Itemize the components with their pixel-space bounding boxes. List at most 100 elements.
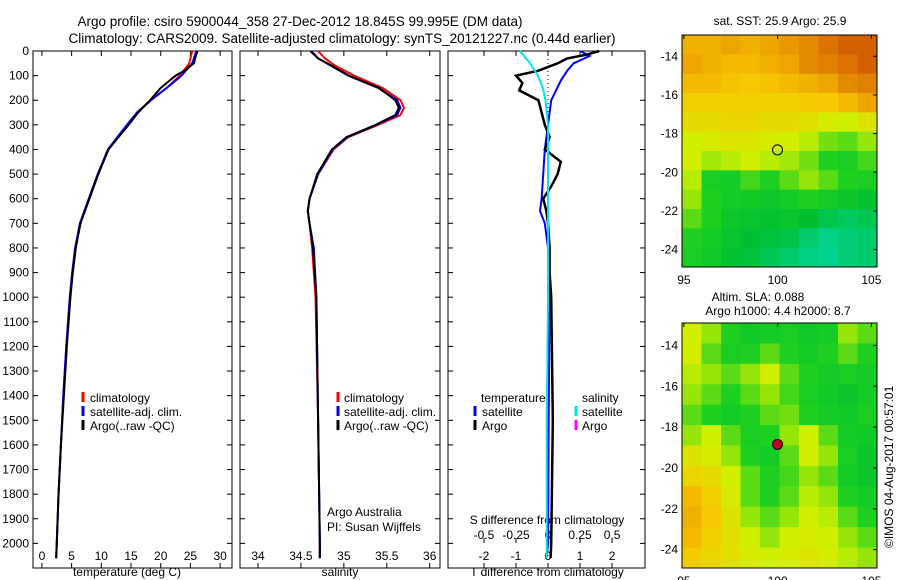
sla-map-title: Altim. SLA: 0.088 bbox=[712, 290, 805, 304]
heatmap-cell bbox=[721, 323, 741, 344]
heatmap-cell bbox=[721, 343, 741, 365]
heatmap-cell bbox=[740, 527, 761, 549]
heatmap-cell bbox=[740, 131, 761, 152]
x-tick-label: 30 bbox=[213, 549, 227, 563]
x-tick-label: -1 bbox=[511, 549, 522, 563]
heatmap-cell bbox=[701, 93, 722, 113]
heatmap-cell bbox=[721, 445, 741, 467]
heatmap-cell bbox=[799, 465, 819, 487]
x-tick-label: 2 bbox=[609, 549, 616, 563]
heatmap-cell bbox=[701, 35, 722, 55]
heatmap-cell bbox=[701, 384, 722, 406]
figure-title-line2: Climatology: CARS2009. Satellite-adjuste… bbox=[68, 31, 615, 46]
legend-satellite: satellite-adj. clim. bbox=[344, 405, 436, 419]
map-frame bbox=[681, 34, 878, 268]
heatmap-cell bbox=[701, 323, 722, 344]
heatmap-cell bbox=[857, 209, 878, 229]
heatmap-cell bbox=[682, 404, 702, 426]
heatmap-cell bbox=[682, 343, 702, 365]
heatmap-cell bbox=[779, 465, 800, 487]
heatmap-cell bbox=[701, 73, 722, 94]
heatmap-cell bbox=[857, 486, 878, 508]
heatmap-cell bbox=[701, 343, 722, 365]
heatmap-cell bbox=[701, 170, 722, 191]
heatmap-cell bbox=[799, 35, 819, 55]
heatmap-cell bbox=[760, 445, 780, 467]
legend-argo: Argo(..raw -QC) bbox=[90, 419, 175, 433]
x-tick-label: 10 bbox=[95, 549, 109, 563]
heatmap-cell bbox=[799, 151, 819, 171]
heatmap-cell bbox=[857, 228, 878, 249]
argo-location-marker bbox=[772, 144, 784, 156]
series-temperature-Argo bbox=[513, 49, 600, 559]
map-frame bbox=[681, 322, 878, 569]
heatmap-cell bbox=[721, 93, 741, 113]
sst-map-panel: sat. SST: 25.9 Argo: 25.9 95 100 105 -14 -16… bbox=[661, 14, 882, 287]
heatmap-cell bbox=[779, 425, 800, 446]
series-temperature-satellite bbox=[538, 50, 592, 559]
depth-tick-label: 1800 bbox=[2, 487, 29, 501]
heatmap-cell bbox=[818, 189, 839, 210]
lon-tick-label: 105 bbox=[861, 273, 881, 287]
heatmap-cell bbox=[857, 54, 878, 75]
heatmap-cell bbox=[682, 363, 702, 385]
lat-tick-label: -14 bbox=[661, 49, 679, 63]
heatmap-cell bbox=[760, 228, 780, 249]
heatmap-cell bbox=[701, 445, 722, 467]
heatmap-cell bbox=[779, 404, 800, 426]
heatmap-cell bbox=[857, 189, 878, 210]
heatmap-cell bbox=[857, 384, 878, 406]
salinity-xlabel: salinity bbox=[322, 565, 359, 579]
heatmap-cell bbox=[799, 547, 819, 569]
heatmap-cell bbox=[779, 170, 800, 191]
heatmap-cell bbox=[818, 527, 839, 549]
heatmap-cell bbox=[838, 363, 858, 385]
depth-tick-label: 100 bbox=[9, 69, 29, 83]
heatmap-cell bbox=[779, 131, 800, 152]
heatmap-cell bbox=[779, 527, 800, 549]
heatmap-cell bbox=[740, 506, 761, 528]
heatmap-cell bbox=[818, 54, 839, 75]
heatmap-cell bbox=[682, 506, 702, 528]
heatmap-cell bbox=[760, 54, 780, 75]
heatmap-cell bbox=[779, 343, 800, 365]
depth-tick-label: 1300 bbox=[2, 364, 29, 378]
heatmap-cell bbox=[701, 189, 722, 210]
heatmap-cell bbox=[799, 425, 819, 446]
heatmap-cell bbox=[838, 73, 858, 94]
depth-tick-label: 700 bbox=[9, 216, 29, 230]
heatmap-cell bbox=[740, 73, 761, 94]
heatmap-cell bbox=[721, 112, 741, 133]
legend-climatology: climatology bbox=[90, 391, 150, 405]
heatmap-cell bbox=[760, 506, 780, 528]
heatmap-cell bbox=[682, 131, 702, 152]
heatmap-cell bbox=[838, 486, 858, 508]
heatmap-cell bbox=[818, 547, 839, 569]
lat-tick-label: -18 bbox=[661, 127, 679, 141]
heatmap-cell bbox=[799, 54, 819, 75]
heatmap-cell bbox=[857, 363, 878, 385]
heatmap-cell bbox=[838, 547, 858, 569]
heatmap-cell bbox=[857, 404, 878, 426]
heatmap-cell bbox=[779, 323, 800, 344]
heatmap-cell bbox=[799, 404, 819, 426]
heatmap-cell bbox=[760, 93, 780, 113]
x-tick-label: -2 bbox=[479, 549, 490, 563]
heatmap-cell bbox=[799, 112, 819, 133]
series-Argo-raw-QC- bbox=[55, 50, 199, 559]
heatmap-cell bbox=[760, 384, 780, 406]
heatmap-cell bbox=[701, 404, 722, 426]
heatmap-cell bbox=[838, 93, 858, 113]
depth-tick-label: 600 bbox=[9, 192, 29, 206]
lon-tick-label: 105 bbox=[861, 574, 881, 580]
x-tick-label: 36 bbox=[423, 549, 437, 563]
heatmap-cell bbox=[818, 404, 839, 426]
heatmap-cell bbox=[740, 189, 761, 210]
heatmap-cell bbox=[760, 35, 780, 55]
heatmap-cell bbox=[838, 343, 858, 365]
heatmap-cell bbox=[799, 189, 819, 210]
heatmap-cell bbox=[701, 228, 722, 249]
heatmap-cell bbox=[721, 170, 741, 191]
heatmap-cell bbox=[682, 323, 702, 344]
heatmap-cell bbox=[838, 506, 858, 528]
